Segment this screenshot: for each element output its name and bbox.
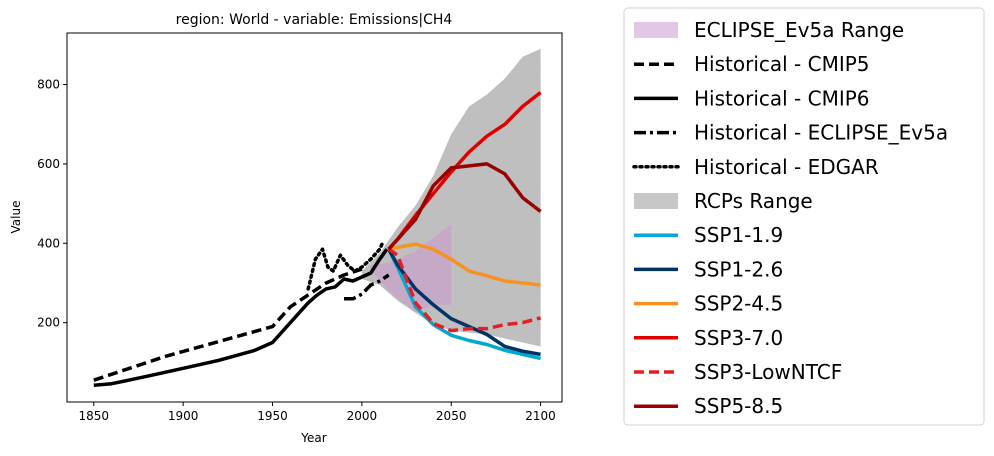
y-axis-label: Value — [9, 201, 23, 234]
x-axis: 1850 1900 1950 2000 2050 2100 — [79, 402, 556, 423]
legend-item-rcps-range: RCPs Range — [634, 189, 813, 213]
series-layer — [93, 91, 542, 388]
legend-item-eclipse-ev5a-range: ECLIPSE_Ev5a Range — [634, 18, 904, 42]
series-ssp2-4-5 — [388, 242, 541, 287]
series-ssp3-lowntcf — [387, 247, 542, 333]
chart-title: region: World - variable: Emissions|CH4 — [176, 12, 453, 28]
series-historical-cmip6 — [93, 248, 389, 388]
y-tick-label-400: 400 — [37, 236, 60, 250]
ranges-layer — [361, 48, 541, 347]
legend-label: Historical - CMIP6 — [694, 86, 870, 110]
range-rcps-range — [361, 48, 541, 347]
plot-frame — [66, 32, 563, 403]
x-tick-label-2050: 2050 — [436, 409, 467, 423]
legend-label: Historical - CMIP5 — [694, 52, 870, 76]
y-tick-label-800: 800 — [37, 78, 60, 92]
legend-item-ssp2-4-5: SSP2-4.5 — [634, 292, 783, 316]
legend-item-historical-eclipse-ev5a: Historical - ECLIPSE_Ev5a — [634, 121, 948, 145]
legend-label: SSP5-8.5 — [694, 394, 783, 418]
series-ssp5-8-5 — [387, 162, 542, 251]
x-tick-label-1950: 1950 — [257, 409, 288, 423]
legend-item-ssp3-7-0: SSP3-7.0 — [634, 326, 783, 350]
legend-item-ssp1-2-6: SSP1-2.6 — [634, 257, 783, 281]
y-tick-label-600: 600 — [37, 157, 60, 171]
x-tick-label-1850: 1850 — [79, 409, 110, 423]
series-historical-eclipse-ev5a — [344, 273, 390, 301]
legend-label: SSP3-LowNTCF — [694, 360, 842, 384]
legend-swatch — [634, 193, 678, 209]
legend-label: Historical - ECLIPSE_Ev5a — [694, 121, 948, 145]
x-axis-label: Year — [300, 431, 326, 445]
y-tick-label-200: 200 — [37, 316, 60, 330]
legend: ECLIPSE_Ev5a Range Historical - CMIP5 Hist… — [623, 7, 985, 426]
legend-item-ssp1-1-9: SSP1-1.9 — [634, 223, 783, 247]
legend-item-ssp3-lowntcf: SSP3-LowNTCF — [634, 360, 842, 384]
series-historical-edgar — [306, 239, 386, 291]
legend-swatch — [634, 22, 678, 38]
legend-label: RCPs Range — [694, 189, 813, 213]
legend-label: ECLIPSE_Ev5a Range — [694, 18, 904, 42]
legend-label: SSP1-1.9 — [694, 223, 783, 247]
legend-item-historical-cmip5: Historical - CMIP5 — [634, 52, 870, 76]
series-historical-cmip5 — [93, 267, 363, 382]
x-tick-label-2100: 2100 — [525, 409, 556, 423]
y-axis: 200 400 600 800 — [37, 78, 67, 330]
legend-items: ECLIPSE_Ev5a Range Historical - CMIP5 Hist… — [632, 18, 948, 418]
legend-label: SSP3-7.0 — [694, 326, 783, 350]
series-ssp1-1-9 — [387, 248, 541, 361]
legend-label: SSP2-4.5 — [694, 292, 783, 316]
x-tick-label-1900: 1900 — [168, 409, 199, 423]
legend-item-historical-edgar: Historical - EDGAR — [632, 155, 879, 179]
range-eclipse-ev5a-range — [370, 224, 452, 313]
legend-item-historical-cmip6: Historical - CMIP6 — [634, 86, 870, 110]
legend-label: SSP1-2.6 — [694, 257, 783, 281]
plot-area — [66, 32, 563, 403]
legend-box — [623, 7, 985, 426]
legend-item-ssp5-8-5: SSP5-8.5 — [634, 394, 783, 418]
legend-label: Historical - EDGAR — [694, 155, 879, 179]
x-tick-label-2000: 2000 — [347, 409, 378, 423]
